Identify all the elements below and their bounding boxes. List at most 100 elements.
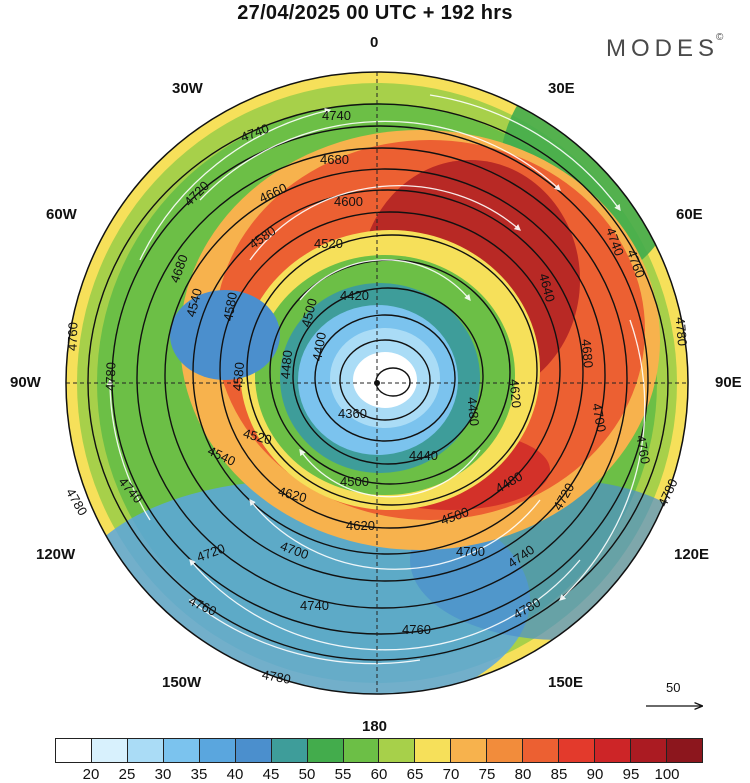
contour-label: 4620: [507, 378, 524, 408]
contour-label: 4500: [340, 474, 369, 489]
contour-label: 4500: [298, 297, 320, 329]
brand-mark: ©: [716, 32, 724, 43]
lon-label-150w: 150W: [162, 674, 202, 691]
wind-streak: [139, 107, 332, 261]
colorbar-tick-label: 85: [550, 766, 568, 783]
map-title: 27/04/2025 00 UTC + 192 hrs: [237, 2, 513, 24]
colorbar-swatch: [307, 739, 344, 762]
colorbar-swatch: [163, 739, 200, 762]
colorbar-tick-label: 25: [118, 766, 136, 783]
lon-label-30e: 30E: [548, 80, 575, 97]
contour-line: [219, 211, 561, 529]
lon-label-120w: 120W: [36, 546, 76, 563]
contour-label: 4700: [589, 402, 609, 433]
colorbar-swatch: [271, 739, 308, 762]
contour-label: 4740: [300, 598, 329, 613]
lon-label-30w: 30W: [172, 80, 203, 97]
contour-label: 4620: [277, 484, 309, 506]
colorbar-swatch: [343, 739, 380, 762]
reference-vector-label: 50: [666, 680, 681, 695]
colorbar-swatch: [379, 739, 416, 762]
wind-streak: [429, 94, 621, 212]
field-w-blob: [170, 290, 280, 380]
contour-label: 4420: [340, 288, 369, 303]
pole-marker: [374, 380, 380, 386]
contour-label: 4540: [183, 287, 205, 319]
colorbar-swatch: [559, 739, 596, 762]
contour-label: 4760: [64, 322, 80, 351]
wind-streak: [299, 259, 471, 302]
lon-label-120e: 120E: [674, 546, 710, 563]
map-border: [65, 71, 689, 695]
contour-label: 4760: [402, 622, 431, 637]
contour-label: 4480: [278, 350, 295, 380]
colorbar-swatch: [199, 739, 236, 762]
colorbar-swatch: [523, 739, 560, 762]
contour-label: 4700: [456, 544, 485, 559]
wind-streak: [106, 378, 151, 521]
contour-line: [87, 103, 669, 661]
wind-vectors: [106, 94, 646, 665]
wind-streak: [199, 120, 561, 201]
colorbar-swatch: [127, 739, 164, 762]
contour-line: [136, 147, 628, 609]
colorbar-swatch: [91, 739, 128, 762]
colorbar-tick-label: 65: [406, 766, 424, 783]
wind-streak: [188, 599, 421, 665]
colorbar-tick-label: 55: [334, 766, 352, 783]
colorbar-swatch: [56, 739, 92, 762]
contour-label: 4580: [230, 362, 247, 392]
brand-name: MODES: [606, 35, 720, 62]
contour-label: 4680: [320, 152, 349, 167]
wind-streak: [249, 498, 541, 570]
colorbar-tick-label: 70: [442, 766, 460, 783]
colorbar-tick-label: 45: [262, 766, 280, 783]
contour-label: 4640: [536, 272, 558, 304]
lon-label-180: 180: [362, 718, 388, 735]
colorbar-tick-label: 60: [370, 766, 388, 783]
colorbar-swatch: [487, 739, 524, 762]
colorbar-tick-label: 100: [654, 766, 680, 783]
wind-streak: [299, 448, 481, 498]
contour-label: 4600: [334, 194, 363, 209]
contour-label: 4440: [409, 448, 438, 463]
colorbar-tick-label: 35: [190, 766, 208, 783]
colorbar-swatch: [631, 739, 667, 762]
lon-label-60w: 60W: [46, 206, 77, 223]
contour-label: 4780: [261, 667, 292, 687]
lon-label-90w: 90W: [10, 374, 41, 391]
contour-label: 4780: [102, 362, 118, 391]
contour-label: 4580: [220, 291, 240, 322]
colorbar-tick-label: 40: [226, 766, 244, 783]
contour-label: 4400: [309, 331, 329, 362]
colorbar-tick-label: 80: [514, 766, 532, 783]
contour-line: [292, 287, 484, 465]
lon-label-90e: 90E: [715, 374, 742, 391]
brand-logo: MODES©: [606, 32, 723, 63]
field-core: [353, 352, 417, 408]
contour-label: 4360: [338, 406, 367, 421]
colorbar-tick-label: 50: [298, 766, 316, 783]
contour-line: [314, 314, 456, 442]
wind-streak: [559, 319, 646, 601]
contour-label: 4620: [346, 518, 375, 533]
reference-vector-arrow: [646, 680, 708, 720]
colorbar-tick-label: 75: [478, 766, 496, 783]
contour-label: 4520: [242, 426, 274, 448]
lon-label-0: 0: [370, 34, 379, 51]
contour-line: [192, 189, 584, 555]
colorbar-swatch: [595, 739, 631, 762]
colorbar-swatch: [451, 739, 488, 762]
contour-label: 4680: [579, 338, 596, 368]
colorbar-tick-label: 30: [154, 766, 172, 783]
colorbar-tick-label: 20: [82, 766, 100, 783]
colorbar-tick-label: 95: [622, 766, 640, 783]
contour-label: 4520: [314, 236, 343, 251]
wind-speed-field: [66, 72, 688, 694]
contour-label: 4740: [322, 108, 351, 123]
wind-streak: [189, 559, 581, 651]
wind-streak: [249, 185, 521, 261]
colorbar-tick-label: 90: [586, 766, 604, 783]
contour-label: 4480: [465, 396, 482, 426]
lon-label-60e: 60E: [676, 206, 703, 223]
